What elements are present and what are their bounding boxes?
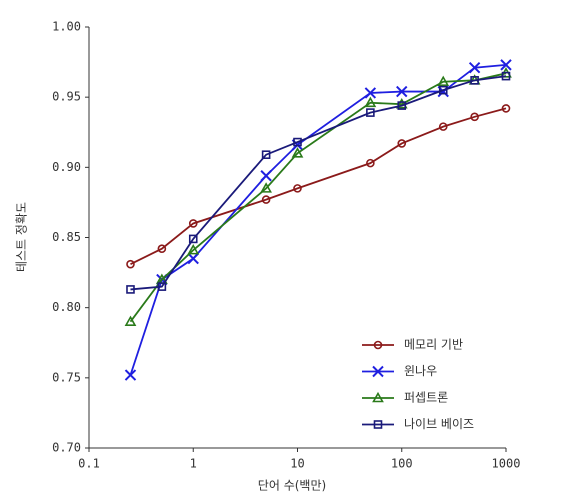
legend-label: 나이브 베이즈	[404, 417, 474, 431]
marker	[372, 365, 384, 378]
marker	[500, 59, 512, 71]
marker	[364, 87, 377, 99]
marker	[468, 61, 481, 74]
marker	[395, 98, 408, 109]
marker	[261, 195, 271, 204]
marker	[157, 244, 167, 254]
marker	[366, 108, 375, 117]
marker	[396, 85, 408, 98]
x-tick-label: 1	[190, 457, 197, 471]
marker	[397, 139, 407, 148]
y-tick-label: 0.80	[52, 300, 81, 314]
x-tick-label: 0.1	[78, 457, 100, 471]
y-tick-label: 0.70	[52, 441, 81, 455]
series-line	[130, 107, 507, 265]
legend-label: 윈나우	[404, 364, 437, 378]
y-tick-label: 0.75	[52, 370, 81, 384]
x-tick-label: 10	[290, 457, 304, 471]
marker	[188, 219, 198, 228]
marker	[373, 420, 383, 429]
marker	[260, 182, 272, 193]
marker	[397, 101, 407, 110]
x-tick-label: 100	[391, 457, 413, 471]
marker	[437, 75, 450, 87]
y-tick-label: 0.95	[52, 90, 81, 104]
marker	[188, 234, 198, 244]
y-axis-label: 테스트 정확도	[15, 202, 29, 272]
y-tick-label: 1.00	[52, 20, 81, 34]
series-line	[129, 63, 507, 376]
marker	[501, 104, 511, 113]
marker	[126, 259, 135, 269]
marker	[261, 150, 271, 160]
marker	[501, 71, 511, 81]
y-tick-label: 0.90	[52, 160, 81, 174]
marker	[124, 369, 137, 381]
marker	[126, 285, 135, 294]
x-axis-label: 단어 수(백만)	[258, 479, 326, 493]
series-line	[129, 72, 507, 323]
marker	[260, 170, 272, 182]
marker	[124, 315, 137, 326]
legend-label: 퍼셉트론	[404, 391, 448, 405]
marker	[373, 340, 383, 350]
marker	[291, 147, 304, 158]
marker	[366, 158, 375, 168]
x-tick-label: 1000	[492, 457, 521, 471]
legend-label: 메모리 기반	[404, 338, 463, 352]
marker	[293, 184, 302, 193]
marker	[187, 252, 199, 265]
marker	[438, 122, 448, 131]
marker	[364, 96, 377, 108]
marker	[372, 391, 384, 403]
marker	[470, 76, 479, 85]
series-line	[130, 75, 507, 291]
y-tick-label: 0.85	[52, 230, 81, 244]
marker	[438, 85, 448, 95]
marker	[187, 243, 200, 255]
marker	[470, 112, 479, 122]
marker	[293, 137, 302, 147]
marker	[157, 282, 167, 291]
